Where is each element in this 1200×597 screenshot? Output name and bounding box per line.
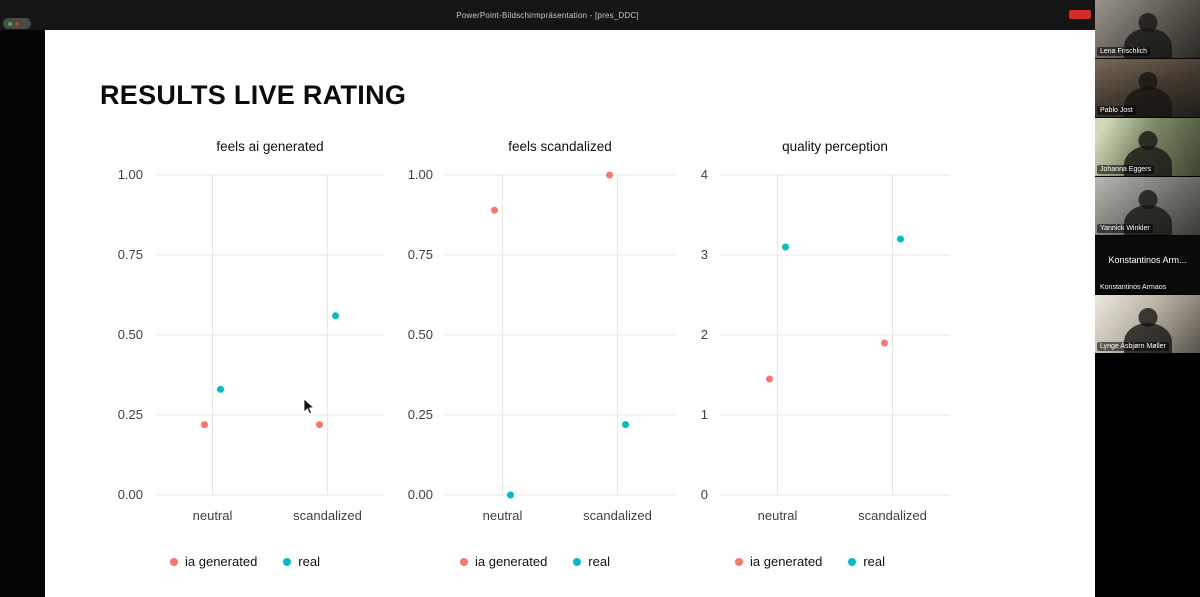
chart-text: 0.75 (118, 247, 143, 262)
legend-label: ia generated (475, 554, 548, 569)
data-point (881, 339, 888, 347)
participant-name: Lena Frischlich (1097, 47, 1151, 56)
data-point (507, 491, 514, 499)
data-point (217, 385, 224, 393)
chart-text: feels scandalized (508, 139, 612, 154)
mouse-cursor-icon (303, 398, 315, 415)
participants-strip: Lena Frischlich Pablo Jost Johanna Egger… (1095, 0, 1200, 597)
chart-text: quality perception (782, 139, 888, 154)
chart-text: neutral (758, 508, 798, 523)
legend-dot-icon (573, 557, 582, 566)
chart-text: scandalized (858, 508, 927, 523)
chart-text: 0.50 (118, 327, 143, 342)
chart-legend: ia generated real (95, 554, 395, 569)
legend-label: ia generated (750, 554, 823, 569)
chart-text: 0.25 (118, 407, 143, 422)
data-point (606, 171, 613, 179)
chart-text: 2 (701, 327, 708, 342)
data-point (897, 235, 904, 243)
chart-feels-scandalized: 0.00 0.25 0.50 0.75 1.00 neutral scandalized fe… (385, 135, 685, 569)
legend-dot-icon (283, 557, 292, 566)
participant-tile[interactable]: Konstantinos Arm... Konstantinos Armaos (1095, 236, 1200, 294)
chart-quality-perception: 0 1 2 3 4 neutral scandalized quality perceptio… (660, 135, 960, 569)
participant-tile[interactable]: Johanna Eggers (1095, 118, 1200, 176)
chart-text: 1.00 (408, 167, 433, 182)
legend-label: real (588, 554, 610, 569)
green-indicator-icon (8, 21, 12, 26)
participant-tile[interactable]: Lynge Asbjørn Møller (1095, 295, 1200, 353)
chart-text: 0.25 (408, 407, 433, 422)
participant-display-name: Konstantinos Arm... (1108, 255, 1187, 266)
data-point (622, 421, 629, 429)
chart-canvas: 0.00 0.25 0.50 0.75 1.00 neutral scandalized fe… (408, 139, 675, 523)
stop-share-button[interactable] (1069, 10, 1091, 19)
chart-text: 1.00 (118, 167, 143, 182)
red-indicator-icon (15, 21, 19, 26)
data-point (782, 243, 789, 251)
window-controls[interactable] (3, 18, 31, 29)
presentation-slide: RESULTS LIVE RATING 0.00 0.25 0.50 0.75 1.00… (45, 30, 1095, 597)
legend-item: real (848, 554, 885, 569)
chart-text: 4 (701, 167, 708, 182)
legend-dot-icon (460, 557, 469, 566)
legend-item: ia generated (460, 554, 547, 569)
chart-feels-ai-generated: 0.00 0.25 0.50 0.75 1.00 neutral scandalized fe… (95, 135, 395, 569)
screen-share-bar: PowerPoint-Bildschirmpräsentation - [pre… (0, 0, 1095, 30)
legend-item: ia generated (735, 554, 822, 569)
participant-tile[interactable]: Lena Frischlich (1095, 0, 1200, 58)
legend-label: ia generated (185, 554, 258, 569)
data-point (316, 421, 323, 429)
chart-canvas: 0.00 0.25 0.50 0.75 1.00 neutral scandalized fe… (118, 139, 385, 523)
chart-text: 1 (701, 407, 708, 422)
chart-text: scandalized (293, 508, 362, 523)
legend-item: ia generated (170, 554, 257, 569)
participant-name: Johanna Eggers (1097, 165, 1154, 174)
slide-title: RESULTS LIVE RATING (100, 80, 407, 110)
legend-item: real (573, 554, 610, 569)
participant-tile[interactable]: Yannick Winkler (1095, 177, 1200, 235)
data-point (491, 206, 498, 214)
chart-legend: ia generated real (660, 554, 960, 569)
chart-text: 3 (701, 247, 708, 262)
chart-canvas: 0 1 2 3 4 neutral scandalized quality perceptio… (701, 139, 950, 523)
chart-text: 0.00 (408, 487, 433, 502)
data-point (766, 375, 773, 383)
chart-text: 0.00 (118, 487, 143, 502)
chart-legend: ia generated real (385, 554, 685, 569)
legend-label: real (298, 554, 320, 569)
share-bar-title: PowerPoint-Bildschirmpräsentation - [pre… (456, 10, 639, 20)
chart-text: 0 (701, 487, 708, 502)
chart-text: 0.50 (408, 327, 433, 342)
legend-dot-icon (170, 557, 179, 566)
participant-tile[interactable]: Pablo Jost (1095, 59, 1200, 117)
chart-text: neutral (483, 508, 523, 523)
legend-dot-icon (848, 557, 857, 566)
chart-text: feels ai generated (216, 139, 323, 154)
legend-dot-icon (735, 557, 744, 566)
legend-label: real (863, 554, 885, 569)
chart-text: neutral (193, 508, 233, 523)
participant-name: Konstantinos Armaos (1097, 283, 1170, 292)
chart-text: scandalized (583, 508, 652, 523)
legend-item: real (283, 554, 320, 569)
participant-name: Lynge Asbjørn Møller (1097, 342, 1169, 351)
data-point (332, 312, 339, 320)
data-point (201, 421, 208, 429)
participant-name: Pablo Jost (1097, 106, 1136, 115)
chart-text: 0.75 (408, 247, 433, 262)
participant-name: Yannick Winkler (1097, 224, 1153, 233)
